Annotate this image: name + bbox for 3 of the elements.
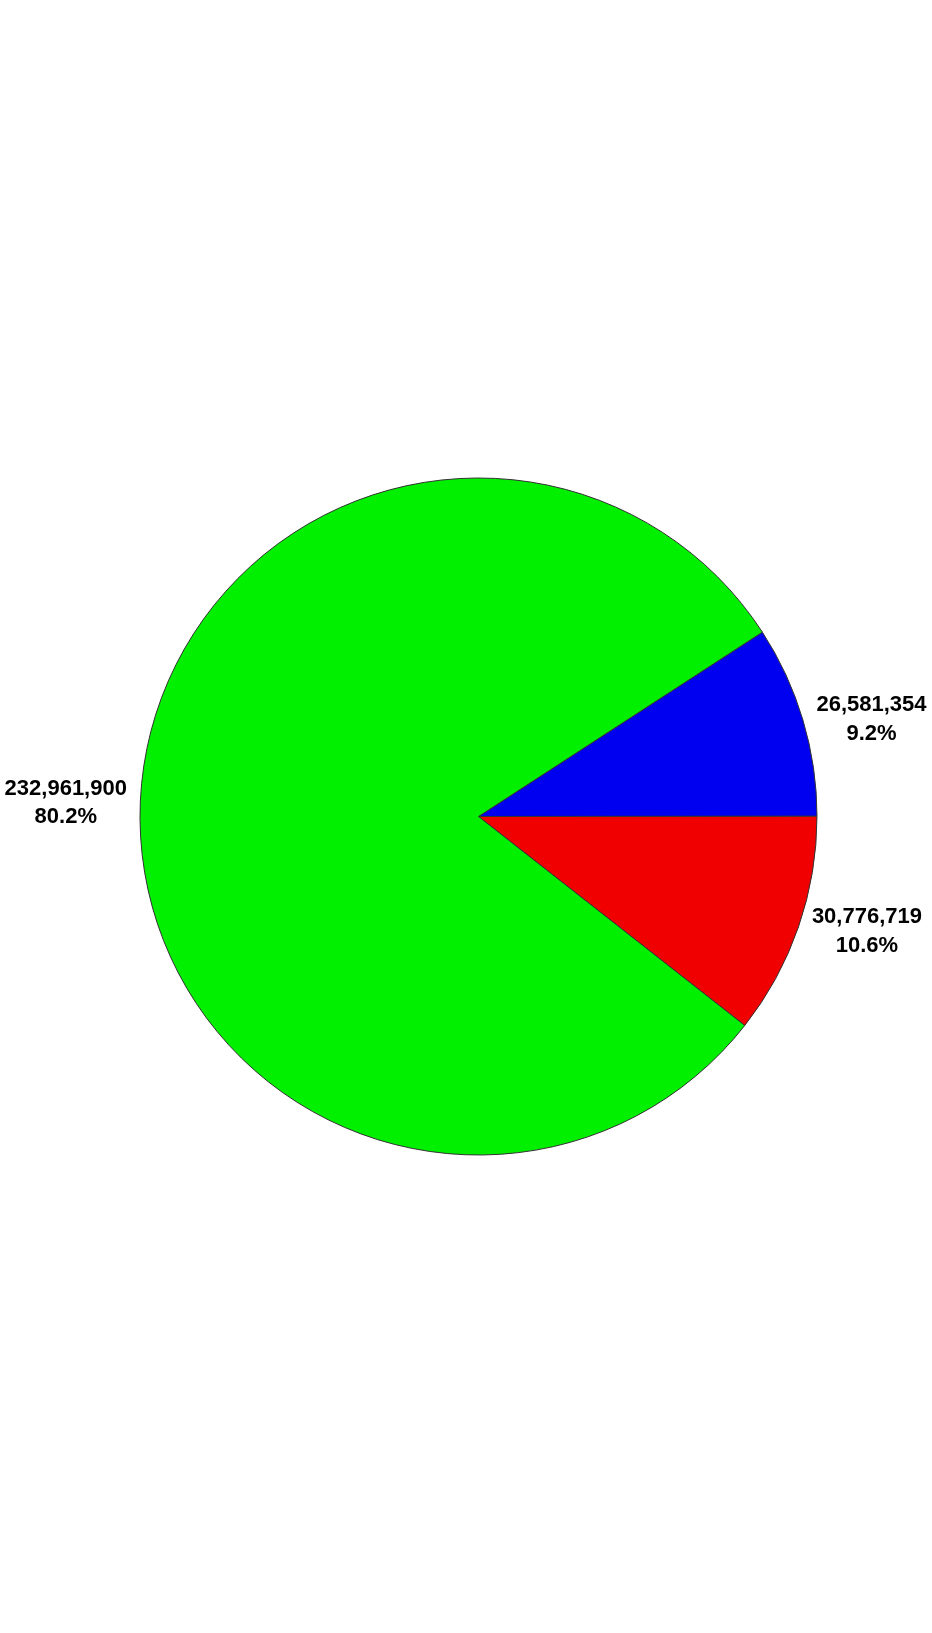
data-label: 232,961,900 80.2% [4,774,127,829]
data-label: 30,776,719 10.6% [811,903,922,957]
data-label: 26,581,354 9.2% [816,691,928,745]
